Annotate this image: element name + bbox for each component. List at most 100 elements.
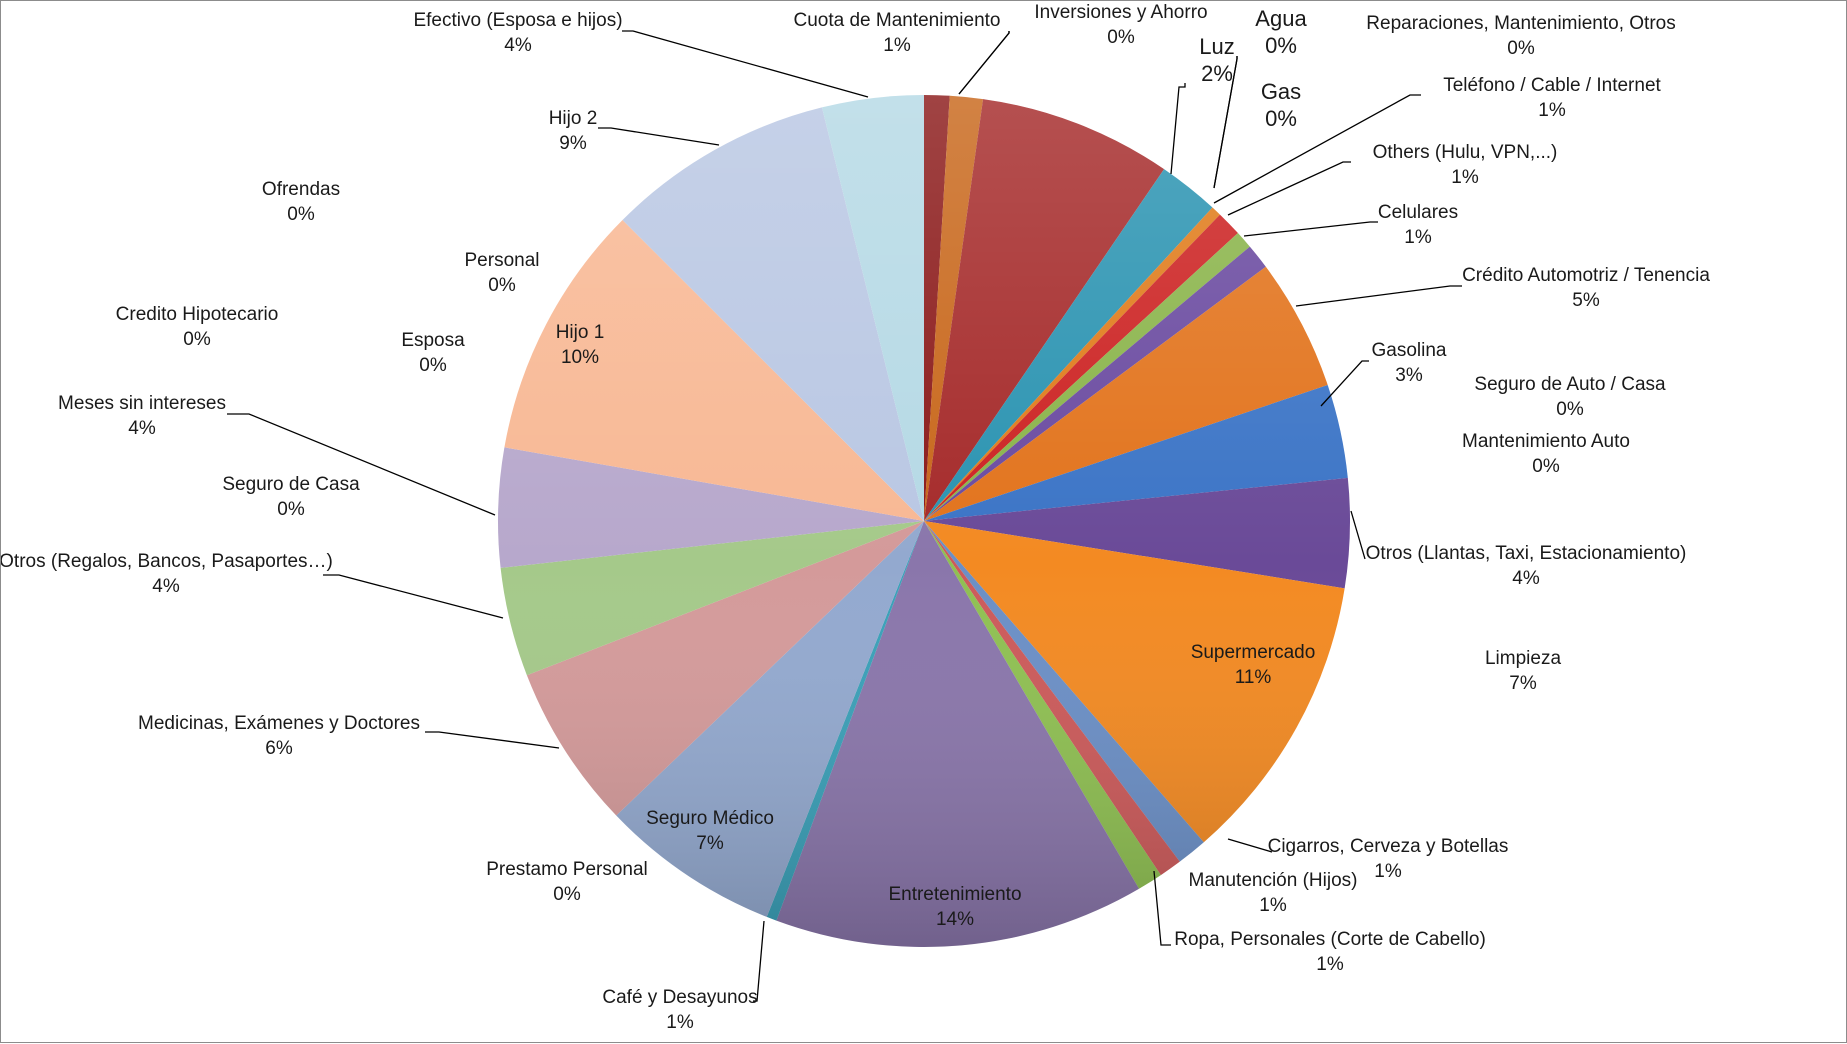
slice-percent: 1%	[1538, 100, 1566, 121]
slice-name: Otros (Regalos, Bancos, Pasaportes…)	[1, 551, 333, 572]
slice-label-ofrendas: Ofrendas 0%	[262, 179, 340, 225]
slice-name: Efectivo (Esposa e hijos)	[413, 10, 622, 31]
slice-percent: 9%	[559, 133, 587, 154]
slice-percent: 7%	[1509, 673, 1537, 694]
slice-percent: 6%	[265, 738, 293, 759]
leader-line-otros-llantas-taxi-estacionamiento	[1350, 510, 1366, 560]
slice-label-cuota-de-mantenimiento: Cuota de Mantenimiento 1%	[793, 10, 1000, 56]
slice-name: Manutención (Hijos)	[1189, 870, 1358, 891]
slice-percent: 11%	[1235, 667, 1272, 688]
leader-line-efectivo-esposa-e-hijos	[622, 30, 869, 98]
leader-line-credito-automotriz-tenencia	[1295, 285, 1462, 307]
slice-label-celulares: Celulares 1%	[1378, 202, 1458, 248]
slice-percent: 1%	[883, 35, 911, 56]
leader-line-gasolina	[1320, 360, 1369, 407]
slice-label-limpieza: Limpieza 7%	[1485, 648, 1561, 694]
slice-name: Hijo 1	[556, 322, 605, 343]
slice-percent: 0%	[183, 329, 211, 350]
slice-name: Inversiones y Ahorro	[1034, 2, 1207, 23]
slice-percent: 0%	[419, 355, 447, 376]
slice-percent: 1%	[666, 1012, 694, 1033]
slice-percent: 4%	[152, 576, 180, 597]
slice-percent: 0%	[287, 204, 315, 225]
slice-percent: 14%	[936, 909, 974, 930]
slice-label-esposa: Esposa 0%	[401, 330, 465, 376]
slice-percent: 1%	[1259, 895, 1287, 916]
slice-name: Prestamo Personal	[486, 859, 648, 880]
slice-name: Meses sin intereses	[58, 393, 226, 414]
slice-name: Celulares	[1378, 202, 1458, 223]
leader-line-otros-regalos-bancos-pasaportes	[323, 574, 504, 619]
slice-name: Mantenimiento Auto	[1462, 431, 1630, 452]
slice-name: Seguro de Auto / Casa	[1474, 374, 1666, 395]
slice-label-meses-sin-intereses: Meses sin intereses 4%	[58, 393, 226, 439]
slice-name: Reparaciones, Mantenimiento, Otros	[1366, 13, 1675, 34]
slice-label-inversiones-y-ahorro: Inversiones y Ahorro 0%	[1034, 2, 1207, 48]
slice-label-otros-llantas-taxi-estacionamiento: Otros (Llantas, Taxi, Estacionamiento) 4%	[1366, 543, 1687, 589]
slice-percent: 3%	[1395, 365, 1423, 386]
slice-percent: 4%	[1512, 568, 1540, 589]
slice-label-supermercado: Supermercado 11%	[1191, 642, 1316, 688]
slice-name: Luz	[1199, 34, 1234, 59]
slice-percent: 0%	[553, 884, 581, 905]
slice-name: Teléfono / Cable / Internet	[1443, 75, 1661, 96]
slice-name: Ofrendas	[262, 179, 340, 200]
slice-name: Seguro de Casa	[222, 474, 360, 495]
slice-name: Gasolina	[1372, 340, 1447, 361]
slice-label-personal: Personal 0%	[465, 250, 540, 296]
slice-label-seguro-de-casa: Seguro de Casa 0%	[222, 474, 360, 520]
slice-label-mantenimiento-auto: Mantenimiento Auto 0%	[1462, 431, 1630, 477]
slice-name: Limpieza	[1485, 648, 1561, 669]
slice-name: Cuota de Mantenimiento	[793, 10, 1000, 31]
slice-label-credito-automotriz-tenencia: Crédito Automotriz / Tenencia 5%	[1462, 265, 1710, 311]
slice-label-efectivo-esposa-e-hijos: Efectivo (Esposa e hijos) 4%	[413, 10, 622, 56]
slice-name: Supermercado	[1191, 642, 1316, 663]
slice-label-hijo-1: Hijo 1 10%	[556, 322, 605, 368]
leader-line-meses-sin-intereses	[227, 413, 496, 516]
slice-label-entretenimiento: Entretenimiento 14%	[888, 884, 1021, 930]
leader-line-inversiones-y-ahorro	[958, 31, 1010, 95]
slice-percent: 0%	[1107, 27, 1135, 48]
slice-name: Cigarros, Cerveza y Botellas	[1268, 836, 1509, 857]
slice-label-gasolina: Gasolina 3%	[1372, 340, 1447, 386]
leader-line-medicinas-examenes-y-doctores	[425, 731, 560, 749]
slice-label-cigarros-cerveza-y-botellas: Cigarros, Cerveza y Botellas 1%	[1268, 836, 1509, 882]
slice-label-credito-hipotecario: Credito Hipotecario 0%	[116, 304, 279, 350]
slice-percent: 0%	[1507, 38, 1535, 59]
slice-name: Agua	[1255, 6, 1307, 31]
slice-label-ropa-personales-corte-de-cabello: Ropa, Personales (Corte de Cabello) 1%	[1174, 929, 1486, 975]
slice-percent: 0%	[277, 499, 305, 520]
slice-label-otros-regalos-bancos-pasaportes: Otros (Regalos, Bancos, Pasaportes…) 4%	[1, 551, 333, 597]
leader-line-luz	[1170, 83, 1186, 175]
slice-name: Gas	[1261, 79, 1301, 104]
slice-name: Café y Desayunos	[602, 987, 757, 1008]
slice-name: Otros (Llantas, Taxi, Estacionamiento)	[1366, 543, 1687, 564]
leader-line-cafe-y-desayunos	[753, 920, 765, 1002]
slice-percent: 0%	[1532, 456, 1560, 477]
slice-name: Others (Hulu, VPN,...)	[1373, 142, 1558, 163]
slice-name: Ropa, Personales (Corte de Cabello)	[1174, 929, 1486, 950]
slice-label-manutencion-hijos: Manutención (Hijos) 1%	[1189, 870, 1358, 916]
leader-line-others-hulu-vpn	[1227, 161, 1351, 216]
slice-percent: 4%	[504, 35, 532, 56]
slice-percent: 0%	[488, 275, 516, 296]
slice-percent: 1%	[1316, 954, 1344, 975]
leader-line-ropa-personales-corte-de-cabello	[1153, 870, 1171, 946]
slice-name: Entretenimiento	[888, 884, 1021, 905]
slice-label-reparaciones-mantenimiento-otros: Reparaciones, Mantenimiento, Otros 0%	[1366, 13, 1675, 59]
slice-name: Seguro Médico	[646, 808, 774, 829]
leader-line-cigarros-cerveza-y-botellas	[1227, 838, 1273, 853]
slice-label-others-hulu-vpn: Others (Hulu, VPN,...) 1%	[1373, 142, 1558, 188]
slice-percent: 5%	[1572, 290, 1600, 311]
slice-label-telefono-cable-internet: Teléfono / Cable / Internet 1%	[1443, 75, 1661, 121]
slice-label-seguro-de-auto-casa: Seguro de Auto / Casa 0%	[1474, 374, 1666, 420]
slice-percent: 4%	[128, 418, 156, 439]
slice-name: Credito Hipotecario	[116, 304, 279, 325]
slice-label-seguro-medico: Seguro Médico 7%	[646, 808, 774, 854]
slice-percent: 1%	[1374, 861, 1402, 882]
slice-percent: 2%	[1201, 61, 1233, 86]
slice-label-luz: Luz 2%	[1199, 34, 1234, 86]
leader-line-telefono-cable-internet	[1213, 94, 1421, 204]
